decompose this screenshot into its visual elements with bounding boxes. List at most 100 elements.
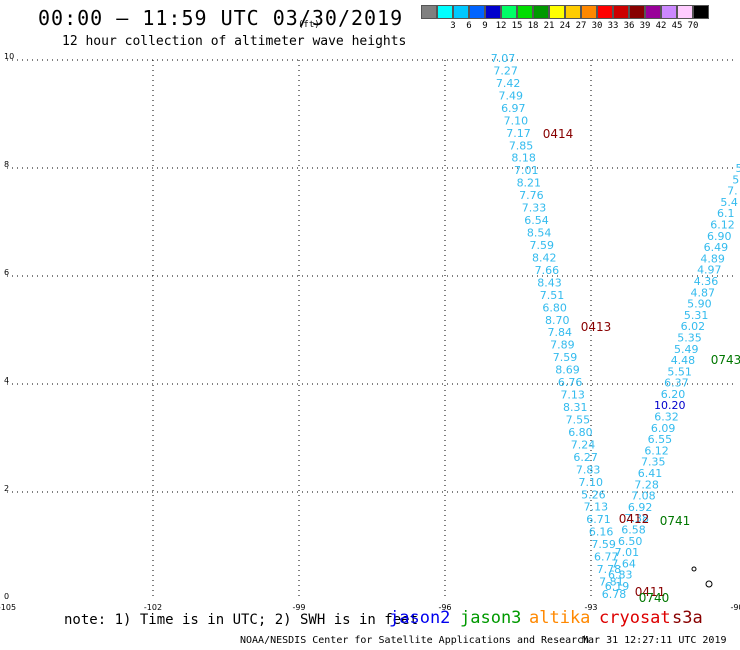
legend-swatch — [517, 5, 533, 19]
swh-value: 6.78 — [602, 588, 627, 601]
swh-value: 7. — [727, 185, 738, 198]
swh-value: 7.10 — [579, 476, 604, 489]
island-marker — [691, 566, 697, 572]
y-tick-label: 0 — [4, 592, 9, 601]
swh-value: 5 — [736, 162, 740, 175]
swh-value: 6.20 — [661, 388, 686, 401]
legend-label: 70 — [687, 21, 699, 31]
legend-swatch — [565, 5, 581, 19]
x-tick-label: -93 — [584, 603, 597, 612]
swh-value: 4.87 — [690, 286, 715, 299]
swh-value: 7.59 — [591, 538, 616, 551]
swh-value: 7.42 — [496, 77, 521, 90]
swh-value: 7.59 — [553, 351, 578, 364]
swh-value: 5.49 — [674, 343, 699, 356]
swh-value: 7.81 — [599, 576, 624, 589]
swh-value: 6.16 — [589, 526, 614, 539]
swh-value: 6.50 — [618, 535, 643, 548]
legend-label: 12 — [495, 21, 507, 31]
swh-value: 6.83 — [608, 569, 633, 582]
legend-label: 18 — [527, 21, 539, 31]
legend-labels: 3 6 9 12 15 18 21 24 27 30 33 36 39 42 45 70 — [421, 19, 709, 33]
swh-value: 6.90 — [707, 230, 732, 243]
legend-label: 15 — [511, 21, 523, 31]
time-label: 0740 — [639, 591, 670, 605]
swh-value: 7.08 — [631, 490, 656, 503]
legend-label: 3 — [450, 21, 456, 31]
legend-swatch — [597, 5, 613, 19]
swh-value: 8.54 — [527, 227, 552, 240]
swh-value: 5.51 — [667, 365, 692, 378]
y-tick-label: 4 — [4, 376, 9, 385]
legend-swatch — [533, 5, 549, 19]
credit-text: NOAA/NESDIS Center for Satellite Applica… — [240, 635, 590, 646]
time-label: 0411 — [635, 585, 666, 599]
time-label: 0741 — [660, 514, 691, 528]
legend-label: 42 — [655, 21, 667, 31]
swh-value: 4.97 — [697, 264, 722, 277]
swh-value: 6.71 — [586, 513, 611, 526]
swh-value: 6.76 — [558, 376, 583, 389]
legend-unit: (ft) — [298, 20, 320, 30]
legend-label: 9 — [482, 21, 488, 31]
swh-value: 7.89 — [550, 339, 575, 352]
legend-swatches — [421, 5, 709, 19]
time-label: 0743 — [711, 353, 740, 367]
swh-value: 7.83 — [576, 463, 601, 476]
swh-value: 5.4 — [720, 196, 738, 209]
swh-value: 8.69 — [555, 364, 580, 377]
swh-value: 7.13 — [560, 389, 585, 402]
legend-swatch — [549, 5, 565, 19]
swh-value: 6.80 — [542, 301, 567, 314]
swh-value: 7.10 — [504, 114, 529, 127]
swh-value: 7.49 — [498, 89, 523, 102]
y-tick-label: 8 — [4, 160, 9, 169]
legend-swatch — [693, 5, 709, 19]
swh-value: 6.77 — [594, 551, 619, 564]
island-marker — [705, 580, 713, 588]
swh-value: 6.12 — [710, 218, 735, 231]
legend-label: 39 — [639, 21, 651, 31]
satellite-label: s3a — [672, 608, 703, 628]
swh-value: 8.70 — [545, 314, 570, 327]
swh-value: 6.49 — [704, 241, 729, 254]
swh-value: 7.85 — [509, 139, 534, 152]
swh-value: 10.20 — [654, 399, 686, 412]
swh-value: 6.32 — [654, 411, 679, 424]
legend-swatch — [437, 5, 453, 19]
swh-value: 5.31 — [684, 309, 709, 322]
swh-value: 4.36 — [694, 275, 719, 288]
swh-value: 4.48 — [671, 354, 696, 367]
legend-label: 45 — [671, 21, 683, 31]
swh-value: 4.89 — [700, 252, 725, 265]
x-tick-label: -102 — [144, 603, 162, 612]
swh-value: 5 — [732, 173, 739, 186]
swh-value: 8.21 — [517, 177, 542, 190]
swh-value: 7.84 — [548, 326, 573, 339]
swh-value: 7.55 — [566, 413, 591, 426]
swh-value: 8.43 — [537, 276, 562, 289]
swh-value: 7.01 — [514, 164, 539, 177]
x-tick-label: -90 — [730, 603, 740, 612]
time-label: 0412 — [619, 512, 650, 526]
color-legend: 3 6 9 12 15 18 21 24 27 30 33 36 39 42 45 70 — [421, 5, 709, 33]
time-label: 0414 — [543, 127, 574, 141]
legend-label: 21 — [543, 21, 555, 31]
legend-swatch — [421, 5, 437, 19]
satellite-label: altika — [529, 608, 591, 628]
swh-value: 7.38 — [625, 512, 650, 525]
satellite-label: jason3 — [460, 608, 522, 628]
swh-value: 7.07 — [491, 52, 516, 65]
swh-value: 7.28 — [634, 478, 659, 491]
legend-swatch — [661, 5, 677, 19]
swh-value: 6.41 — [638, 467, 663, 480]
generated-timestamp: Mar 31 12:27:11 UTC 2019 — [582, 635, 727, 646]
swh-value: 6.19 — [605, 580, 630, 593]
swh-value: 7.66 — [535, 264, 560, 277]
swh-value: 7.59 — [529, 239, 554, 252]
y-tick-label: 2 — [4, 484, 9, 493]
swh-value: 7.64 — [611, 557, 636, 570]
swh-value: 5.90 — [687, 298, 712, 311]
swh-value: 6.54 — [524, 214, 549, 227]
